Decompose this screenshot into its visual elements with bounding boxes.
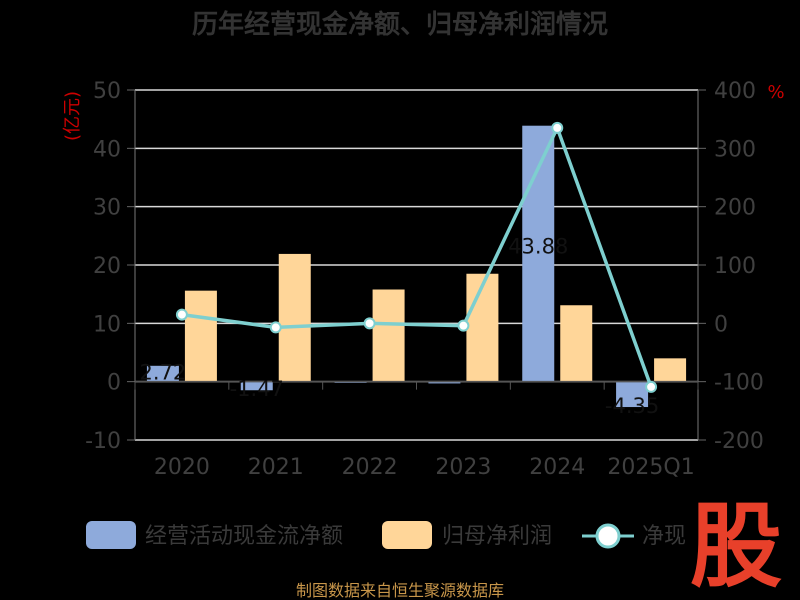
left-tick-label: 20 bbox=[93, 254, 121, 279]
left-tick-label: 40 bbox=[93, 137, 121, 162]
bar-profit bbox=[466, 273, 499, 382]
bar-profit bbox=[184, 290, 217, 382]
ratio-point bbox=[457, 319, 470, 332]
ratio-point bbox=[363, 317, 376, 330]
bar-ocf bbox=[146, 365, 179, 382]
bar-profit bbox=[560, 305, 593, 382]
bar-profit bbox=[372, 289, 405, 382]
category-axis-ticks: 2020 2021 2022 2023 2024 2025Q1 bbox=[154, 455, 695, 480]
right-axis-unit: % bbox=[767, 82, 784, 103]
logo-mark: 股 bbox=[690, 493, 782, 600]
left-tick-label: 50 bbox=[93, 79, 121, 104]
right-axis-ticks: -200 -100 0 100 200 300 400 bbox=[714, 79, 764, 454]
category-label: 2025Q1 bbox=[607, 455, 694, 480]
bar-profit bbox=[278, 253, 311, 382]
bar-profit bbox=[654, 358, 687, 382]
left-tick-label: 30 bbox=[93, 196, 121, 221]
bars bbox=[146, 125, 687, 408]
bar-label-ocf: -1.47 bbox=[230, 377, 284, 401]
bar-label-ocf: 43.88 bbox=[508, 235, 568, 259]
ratio-line bbox=[175, 121, 658, 393]
ratio-point bbox=[551, 121, 564, 134]
ratio-line-path bbox=[181, 123, 653, 388]
left-tick-label: 0 bbox=[107, 371, 121, 396]
left-axis-ticks: -10 0 10 20 30 40 50 bbox=[85, 79, 121, 454]
right-tick-label: -200 bbox=[714, 429, 764, 454]
ratio-point bbox=[645, 380, 658, 393]
category-label: 2021 bbox=[248, 455, 304, 480]
bar-ocf bbox=[616, 381, 649, 408]
right-tick-label: 0 bbox=[714, 312, 728, 337]
legend-swatch-profit bbox=[382, 521, 432, 549]
ratio-point bbox=[269, 321, 282, 334]
right-tick-label: 300 bbox=[714, 137, 756, 162]
legend: 经营活动现金流净额 归母净利润 净现 bbox=[86, 521, 686, 549]
category-label: 2024 bbox=[529, 455, 585, 480]
left-tick-label: -10 bbox=[85, 429, 121, 454]
category-label: 2022 bbox=[342, 455, 398, 480]
legend-swatch-ratio-marker bbox=[595, 523, 621, 549]
category-label: 2020 bbox=[154, 455, 210, 480]
bar-label-ocf: -4.35 bbox=[605, 394, 659, 418]
right-tick-label: -100 bbox=[714, 371, 764, 396]
chart-title: 历年经营现金净额、归母净利润情况 bbox=[192, 9, 608, 40]
legend-label-ratio: 净现 bbox=[642, 524, 686, 549]
right-tick-label: 200 bbox=[714, 196, 756, 221]
right-tick-label: 100 bbox=[714, 254, 756, 279]
bar-labels: 2.72 -1.47 43.88 -4.35 bbox=[140, 235, 660, 418]
axes bbox=[134, 90, 699, 440]
bar-label-ocf: 2.72 bbox=[140, 361, 187, 385]
right-tick-label: 400 bbox=[714, 79, 756, 104]
left-axis-unit: (亿元) bbox=[62, 91, 83, 141]
legend-label-ocf: 经营活动现金流净额 bbox=[145, 524, 343, 549]
source-note: 制图数据来自恒生聚源数据库 bbox=[296, 581, 504, 600]
bar-ocf bbox=[428, 381, 461, 384]
legend-swatch-ocf bbox=[86, 521, 136, 549]
bar-ocf bbox=[240, 381, 273, 391]
legend-label-profit: 归母净利润 bbox=[442, 524, 552, 549]
ratio-point bbox=[175, 308, 188, 321]
category-label: 2023 bbox=[435, 455, 491, 480]
left-tick-label: 10 bbox=[93, 312, 121, 337]
